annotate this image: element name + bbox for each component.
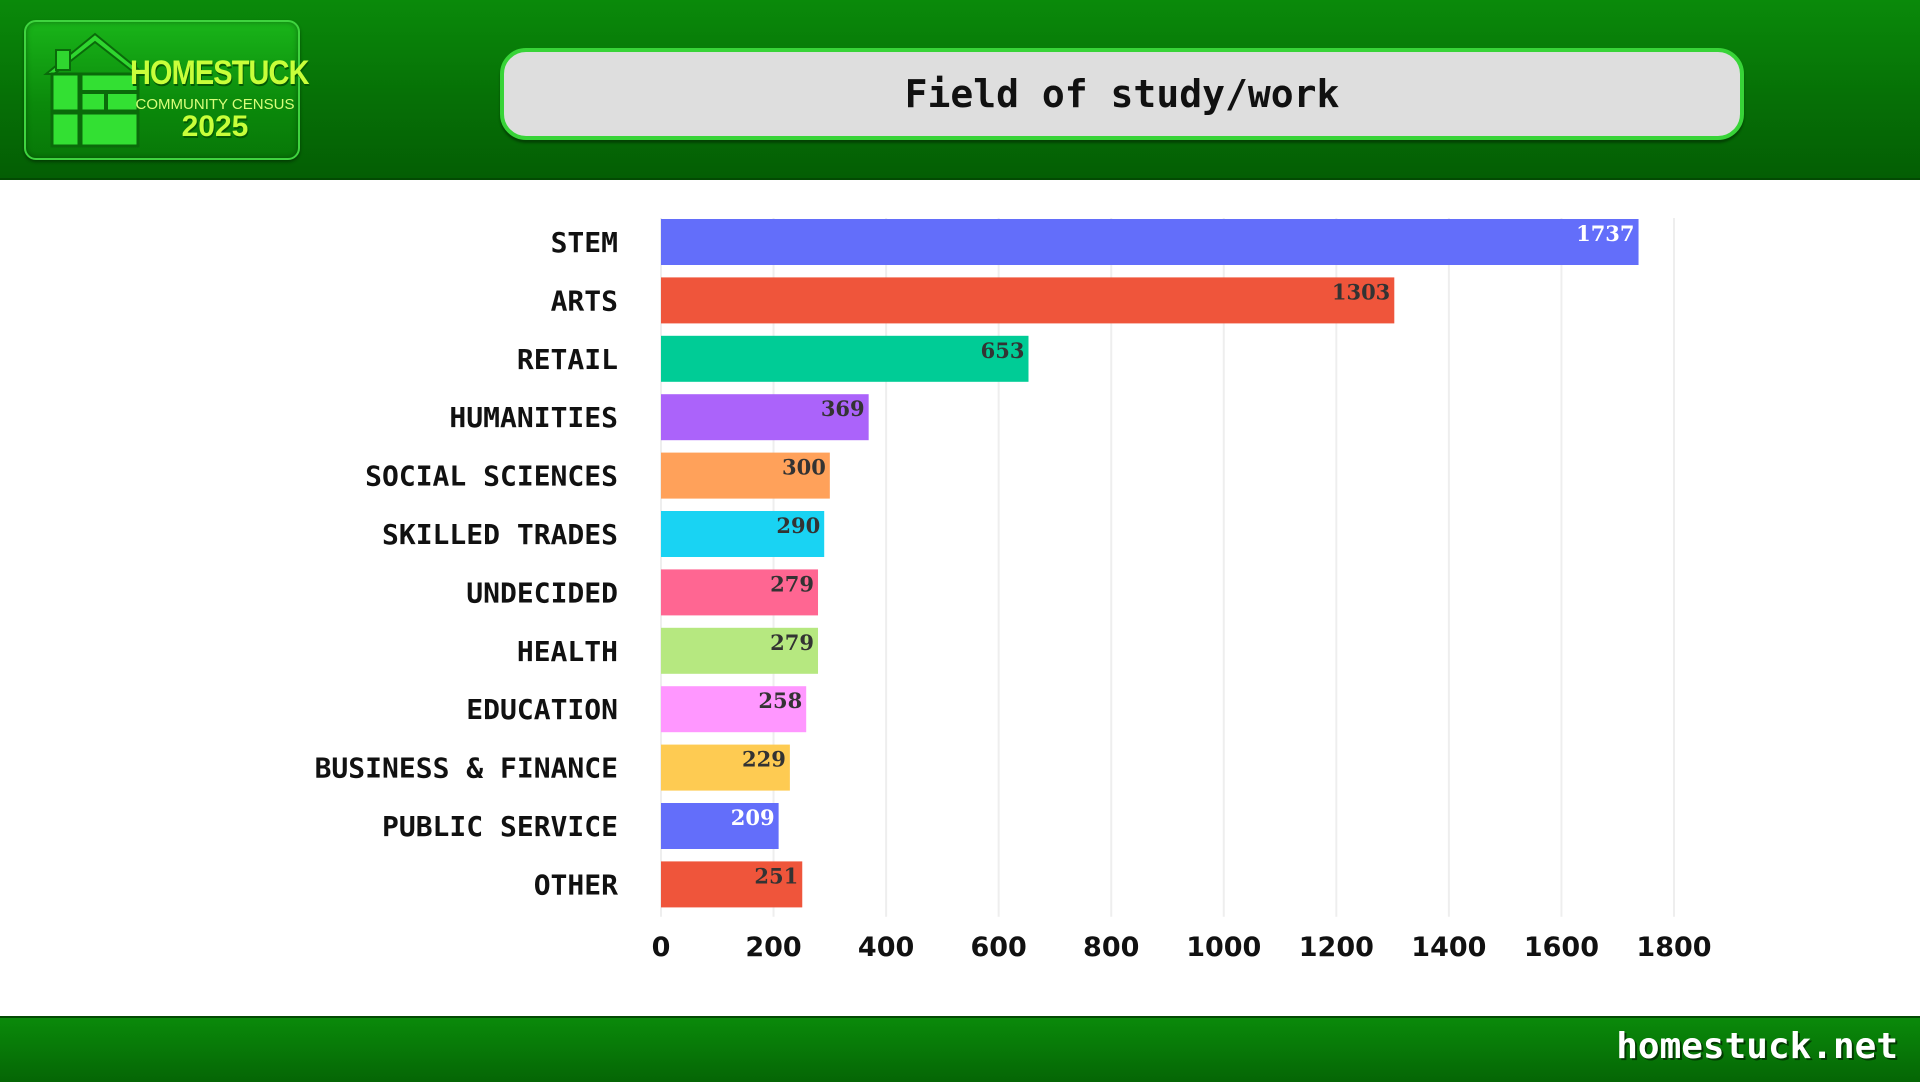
value-label: 1303 xyxy=(1332,279,1390,304)
bar[interactable] xyxy=(661,569,819,616)
value-label: 653 xyxy=(981,338,1025,363)
category-label: HEALTH xyxy=(517,635,618,668)
house-logo-icon xyxy=(43,32,147,148)
value-label: 369 xyxy=(821,396,865,421)
category-label: EDUCATION xyxy=(466,693,618,726)
category-labels: STEM ARTS RETAIL HUMANITIES SOCIAL SCIENCES S… xyxy=(315,226,619,901)
logo-year: 2025 xyxy=(181,110,249,143)
category-label: BUSINESS & FINANCE xyxy=(315,752,618,785)
bar[interactable] xyxy=(661,627,819,674)
bar[interactable] xyxy=(661,803,779,849)
value-label: 209 xyxy=(731,805,775,830)
bar[interactable] xyxy=(661,394,869,441)
value-label: 258 xyxy=(758,688,802,713)
bar-chart: STEM ARTS RETAIL HUMANITIES SOCIAL SCIENCES S… xyxy=(315,218,1712,963)
value-label: 290 xyxy=(776,513,820,538)
site-link[interactable]: homestuck.net xyxy=(1616,1026,1898,1067)
bar[interactable] xyxy=(661,511,825,557)
x-tick-label: 1600 xyxy=(1524,932,1599,963)
category-label: PUBLIC SERVICE xyxy=(382,810,618,843)
value-label: 279 xyxy=(770,630,814,655)
x-tick-label: 200 xyxy=(745,932,801,963)
category-label: RETAIL xyxy=(517,343,618,376)
x-tick-label: 400 xyxy=(858,932,914,963)
x-tick-label: 1400 xyxy=(1411,932,1486,963)
value-label: 279 xyxy=(770,571,814,596)
bar[interactable] xyxy=(661,744,790,791)
bar[interactable] xyxy=(661,277,1395,324)
page-title: Field of study/work xyxy=(904,72,1340,116)
logo-subtitle: COMMUNITY CENSUS xyxy=(135,96,295,113)
x-tick-label: 0 xyxy=(652,932,671,963)
x-tick-label: 1800 xyxy=(1636,932,1711,963)
bar[interactable] xyxy=(661,861,803,908)
value-label: 1737 xyxy=(1576,221,1634,246)
bar[interactable] xyxy=(661,686,807,733)
bar[interactable] xyxy=(661,219,1639,265)
x-tick-label: 600 xyxy=(970,932,1026,963)
grid-lines xyxy=(660,218,1675,917)
value-label: 251 xyxy=(754,863,798,888)
value-label: 229 xyxy=(742,747,786,772)
value-label: 300 xyxy=(782,455,826,480)
bars xyxy=(661,219,1639,908)
category-label: SKILLED TRADES xyxy=(382,518,618,551)
category-label: UNDECIDED xyxy=(466,576,618,609)
category-label: ARTS xyxy=(551,284,618,317)
homestuck-census-logo[interactable]: HOMESTUCK COMMUNITY CENSUS 2025 xyxy=(24,20,309,160)
category-label: HUMANITIES xyxy=(449,401,618,434)
x-tick-label: 1000 xyxy=(1186,932,1261,963)
category-label: SOCIAL SCIENCES xyxy=(365,460,618,493)
x-tick-label: 1200 xyxy=(1299,932,1374,963)
bar[interactable] xyxy=(661,452,830,499)
category-label: STEM xyxy=(551,226,618,259)
footer-bar: homestuck.net xyxy=(0,1016,1920,1082)
bar[interactable] xyxy=(661,335,1029,382)
category-label: OTHER xyxy=(534,868,618,901)
x-tick-label: 800 xyxy=(1083,932,1139,963)
value-labels: 1737 1303 653 369 300 290 279 279 258 229 209 251 xyxy=(731,221,1635,888)
header-bar: HOMESTUCK COMMUNITY CENSUS 2025 Field of… xyxy=(0,0,1920,180)
title-banner: Field of study/work xyxy=(500,48,1744,140)
x-axis-ticks: 0 200 400 600 800 1000 1200 1400 1600 1800 xyxy=(652,932,1712,963)
